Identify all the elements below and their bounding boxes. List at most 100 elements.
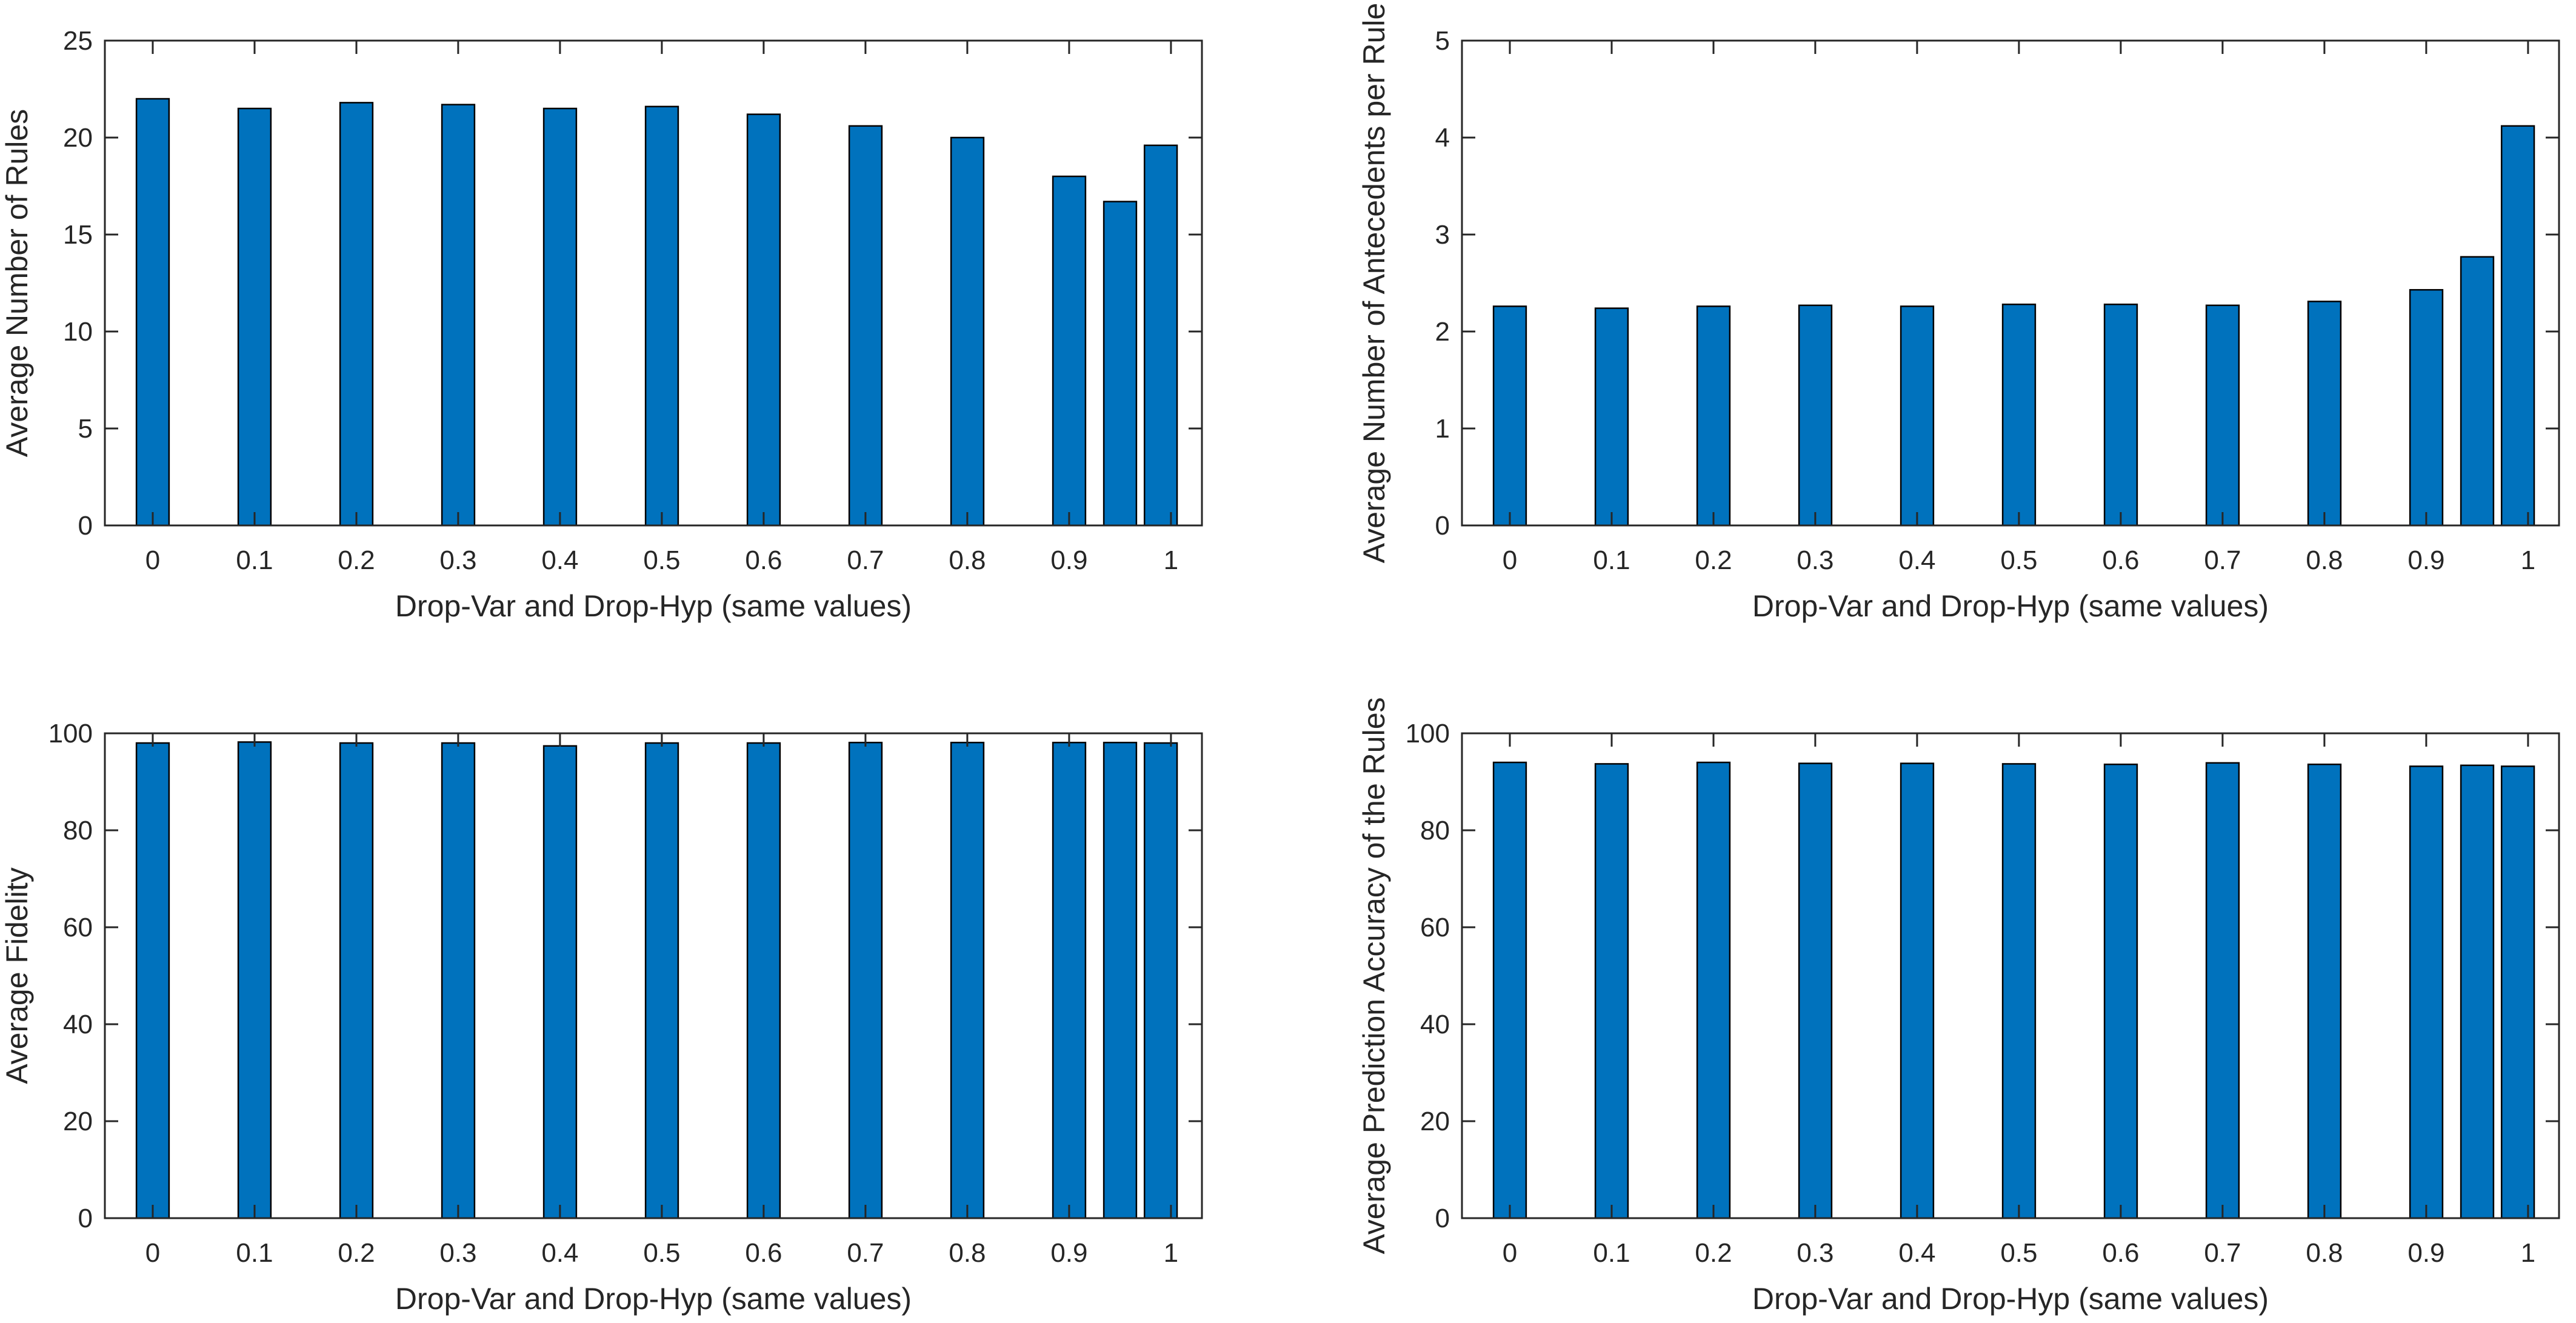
x-tick-label: 0.6 [745, 545, 782, 575]
y-tick-label: 4 [1435, 123, 1450, 153]
bar-avg-fidelity-0 [135, 742, 170, 1219]
y-tick-label: 3 [1435, 220, 1450, 250]
bar-avg-number-of-antecedents-per-rule-4 [1900, 305, 1935, 527]
bar-avg-prediction-accuracy-of-the-rules-11 [2500, 765, 2535, 1219]
y-axis-label: Average Prediction Accuracy of the Rules [1357, 697, 1391, 1254]
bar-avg-number-of-antecedents-per-rule-10 [2460, 256, 2495, 527]
bar-avg-number-of-antecedents-per-rule-8 [2307, 301, 2342, 527]
x-tick-label: 0 [1503, 1238, 1517, 1268]
bar-avg-prediction-accuracy-of-the-rules-0 [1492, 761, 1527, 1219]
y-tick-label: 40 [63, 1010, 93, 1039]
x-tick-label: 0 [145, 545, 160, 575]
x-tick-label: 0.5 [2000, 1238, 2037, 1268]
x-tick-label: 0.1 [236, 1238, 273, 1268]
y-axis-label: Average Fidelity [0, 867, 34, 1084]
bar-avg-number-of-rules-6 [746, 113, 781, 527]
bar-avg-fidelity-10 [1103, 741, 1138, 1219]
bar-avg-prediction-accuracy-of-the-rules-2 [1696, 761, 1731, 1219]
y-tick-label: 1 [1435, 414, 1450, 444]
x-tick-label: 0.9 [2407, 545, 2444, 575]
bar-avg-number-of-rules-7 [848, 125, 883, 527]
y-tick-label: 0 [1435, 1204, 1450, 1233]
x-tick-label: 0.3 [1797, 545, 1834, 575]
x-tick-label: 0.5 [2000, 545, 2037, 575]
bar-avg-number-of-antecedents-per-rule-0 [1492, 305, 1527, 527]
axes-box [1461, 732, 2560, 1219]
x-tick-label: 0.6 [2102, 1238, 2139, 1268]
x-tick-label: 0.9 [1050, 1238, 1087, 1268]
y-tick-label: 80 [1420, 816, 1450, 845]
x-tick-label: 0.5 [643, 545, 680, 575]
axes-box [1461, 39, 2560, 527]
bar-avg-number-of-rules-5 [644, 105, 679, 527]
x-tick-label: 1 [1164, 1238, 1178, 1268]
x-tick-label: 0.1 [1593, 545, 1630, 575]
x-axis-label: Drop-Var and Drop-Hyp (same values) [1752, 1282, 2269, 1316]
x-tick-label: 0.6 [2102, 545, 2139, 575]
bar-avg-fidelity-3 [441, 742, 476, 1219]
subplot-avg-number-of-antecedents-per-rule: 0 0.1 0.2 0.3 0.4 0.5 0.6 0.7 0.8 0.9 1 0 1 2 3 4 5 Drop-… [1357, 3, 2560, 623]
x-tick-label: 0.4 [541, 1238, 578, 1268]
x-tick-label: 0.9 [1050, 545, 1087, 575]
y-tick-label: 60 [1420, 913, 1450, 942]
y-tick-label: 0 [78, 1204, 93, 1233]
x-tick-label: 0.7 [847, 1238, 884, 1268]
bar-avg-number-of-antecedents-per-rule-3 [1798, 304, 1833, 527]
bar-avg-number-of-rules-2 [339, 102, 374, 527]
x-axis-label: Drop-Var and Drop-Hyp (same values) [395, 1282, 912, 1316]
bar-avg-number-of-rules-4 [542, 107, 578, 527]
x-tick-label: 0.7 [2204, 545, 2241, 575]
bar-avg-number-of-rules-8 [950, 136, 985, 527]
x-tick-label: 1 [2521, 1238, 2535, 1268]
bar-avg-fidelity-9 [1052, 741, 1087, 1219]
axes-box [104, 732, 1203, 1219]
y-tick-label: 20 [63, 123, 93, 153]
bar-avg-prediction-accuracy-of-the-rules-7 [2205, 762, 2240, 1219]
x-tick-label: 0.5 [643, 1238, 680, 1268]
x-tick-label: 0.9 [2407, 1238, 2444, 1268]
y-axis-label: Average Number of Antecedents per Rule [1357, 3, 1391, 564]
bar-avg-prediction-accuracy-of-the-rules-1 [1594, 763, 1629, 1219]
x-tick-label: 0.2 [1695, 1238, 1732, 1268]
subplot-avg-prediction-accuracy-of-the-rules: 0 0.1 0.2 0.3 0.4 0.5 0.6 0.7 0.8 0.9 1 0 20 40 60 80 10… [1357, 697, 2560, 1316]
x-tick-label: 0.4 [1898, 1238, 1935, 1268]
y-tick-label: 2 [1435, 317, 1450, 347]
y-tick-label: 80 [63, 816, 93, 845]
bar-avg-prediction-accuracy-of-the-rules-5 [2001, 763, 2037, 1219]
x-tick-label: 1 [1164, 545, 1178, 575]
bar-avg-prediction-accuracy-of-the-rules-8 [2307, 763, 2342, 1219]
x-tick-label: 0 [145, 1238, 160, 1268]
y-tick-label: 20 [1420, 1107, 1450, 1136]
bar-avg-prediction-accuracy-of-the-rules-10 [2460, 764, 2495, 1219]
x-tick-label: 0.2 [1695, 545, 1732, 575]
bar-avg-number-of-rules-1 [237, 107, 272, 527]
y-tick-label: 0 [78, 511, 93, 541]
x-axis-label: Drop-Var and Drop-Hyp (same values) [1752, 589, 2269, 623]
bar-avg-fidelity-1 [237, 741, 272, 1219]
subplot-avg-fidelity: 0 0.1 0.2 0.3 0.4 0.5 0.6 0.7 0.8 0.9 1 0 20 40 60 80 10… [0, 719, 1203, 1316]
bar-avg-number-of-rules-0 [135, 98, 170, 527]
x-tick-label: 0.6 [745, 1238, 782, 1268]
x-tick-label: 0.8 [949, 1238, 986, 1268]
x-tick-label: 0.1 [1593, 1238, 1630, 1268]
bar-avg-number-of-rules-10 [1103, 201, 1138, 527]
y-tick-label: 100 [48, 719, 93, 748]
y-tick-label: 100 [1406, 719, 1450, 748]
bar-avg-prediction-accuracy-of-the-rules-3 [1798, 762, 1833, 1219]
x-tick-label: 0.8 [949, 545, 986, 575]
x-tick-label: 0.4 [541, 545, 578, 575]
bar-avg-number-of-antecedents-per-rule-6 [2103, 303, 2138, 527]
bar-avg-number-of-rules-11 [1143, 144, 1178, 527]
y-tick-label: 20 [63, 1107, 93, 1136]
bar-avg-fidelity-4 [542, 745, 578, 1219]
x-tick-label: 0.8 [2306, 545, 2343, 575]
bar-avg-fidelity-2 [339, 742, 374, 1219]
y-axis-label: Average Number of Rules [0, 109, 34, 457]
x-tick-label: 0 [1503, 545, 1517, 575]
axes-box [104, 39, 1203, 527]
y-tick-label: 5 [78, 414, 93, 444]
bar-avg-prediction-accuracy-of-the-rules-6 [2103, 763, 2138, 1219]
subplot-avg-number-of-rules: 0 0.1 0.2 0.3 0.4 0.5 0.6 0.7 0.8 0.9 10510152025D… [0, 26, 1203, 623]
